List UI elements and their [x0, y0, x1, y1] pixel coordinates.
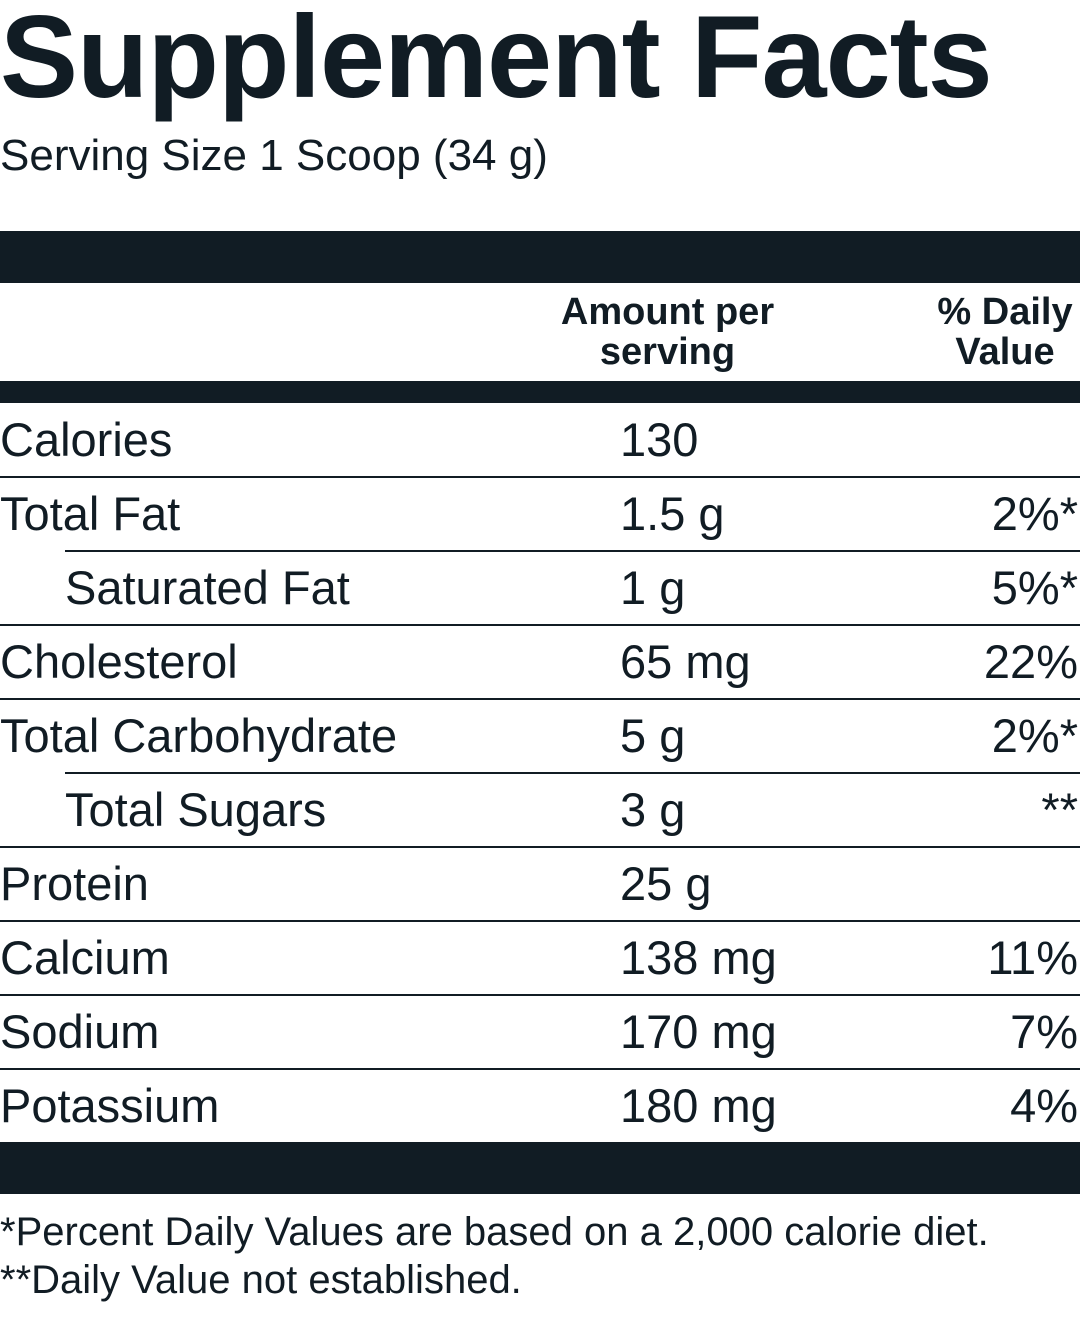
row-divider — [65, 772, 1080, 774]
amount: 25 g — [620, 857, 712, 910]
row-divider — [0, 920, 1080, 922]
daily-value: 7% — [1010, 1005, 1078, 1058]
amount: 5 g — [620, 709, 686, 762]
row-divider — [0, 624, 1080, 626]
row-divider — [65, 550, 1080, 552]
daily-value: 2%* — [991, 709, 1078, 762]
daily-value: 5%* — [991, 561, 1078, 614]
nutrient-name: Total Fat — [0, 487, 181, 540]
nutrient-name: Calcium — [0, 931, 170, 984]
daily-value: 11% — [987, 931, 1078, 984]
nutrient-name: Potassium — [0, 1079, 220, 1132]
footnote: *Percent Daily Values are based on a 2,0… — [0, 1210, 989, 1254]
amount: 170 mg — [620, 1005, 777, 1058]
amount: 138 mg — [620, 931, 777, 984]
row-divider — [0, 476, 1080, 478]
amount: 3 g — [620, 783, 686, 836]
header-bar — [0, 381, 1080, 403]
daily-value: 4% — [1010, 1079, 1078, 1132]
serving-size: Serving Size 1 Scoop (34 g) — [0, 131, 548, 180]
top-bar — [0, 231, 1080, 283]
amount: 180 mg — [620, 1079, 777, 1132]
bottom-bar — [0, 1142, 1080, 1194]
nutrient-name: Cholesterol — [0, 635, 238, 688]
footnote: **Daily Value not established. — [0, 1258, 522, 1302]
daily-value: 2%* — [991, 487, 1078, 540]
title: Supplement Facts — [0, 0, 993, 122]
amount: 1 g — [620, 561, 686, 614]
nutrient-name: Sodium — [0, 1005, 160, 1058]
amount: 1.5 g — [620, 487, 725, 540]
nutrient-name: Calories — [0, 413, 173, 466]
nutrient-name: Protein — [0, 857, 149, 910]
amount-header: Amount per serving — [560, 291, 775, 373]
nutrient-name: Saturated Fat — [65, 561, 350, 614]
row-divider — [0, 698, 1080, 700]
row-divider — [0, 1068, 1080, 1070]
daily-value-header: % Daily Value — [937, 291, 1073, 373]
row-divider — [0, 846, 1080, 848]
amount: 130 — [620, 413, 699, 466]
amount: 65 mg — [620, 635, 751, 688]
row-divider — [0, 994, 1080, 996]
daily-value: ** — [1041, 783, 1078, 836]
nutrient-name: Total Carbohydrate — [0, 709, 398, 762]
nutrient-name: Total Sugars — [65, 783, 327, 836]
daily-value: 22% — [983, 635, 1078, 688]
